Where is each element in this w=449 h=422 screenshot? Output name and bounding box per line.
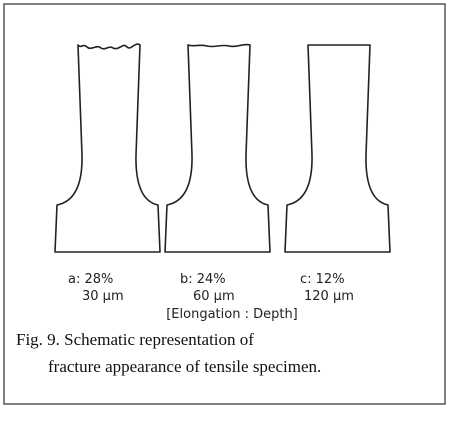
specimen-outline: [55, 44, 160, 252]
caption-line: Fig. 9. Schematic representation of: [16, 330, 254, 349]
caption-line: fracture appearance of tensile specimen.: [48, 357, 321, 376]
specimen-b: [165, 45, 270, 252]
specimen-outline: [165, 45, 270, 252]
figure: a: 28% 30 μm b: 24% 60 μm c: 12% 120 μm …: [0, 0, 449, 422]
specimen-a: [55, 44, 160, 252]
page: a: 28% 30 μm b: 24% 60 μm c: 12% 120 μm …: [0, 0, 449, 422]
specimen-depth: 30 μm: [82, 289, 124, 304]
specimen-depth: 60 μm: [193, 289, 235, 304]
specimen-c: [285, 45, 390, 252]
specimen-label: a: 28%: [68, 272, 113, 287]
legend: [Elongation : Depth]: [166, 307, 298, 322]
specimen-label: b: 24%: [180, 272, 226, 287]
specimen-depth: 120 μm: [304, 289, 354, 304]
specimen-label: c: 12%: [300, 272, 345, 287]
specimen-outline: [285, 45, 390, 252]
